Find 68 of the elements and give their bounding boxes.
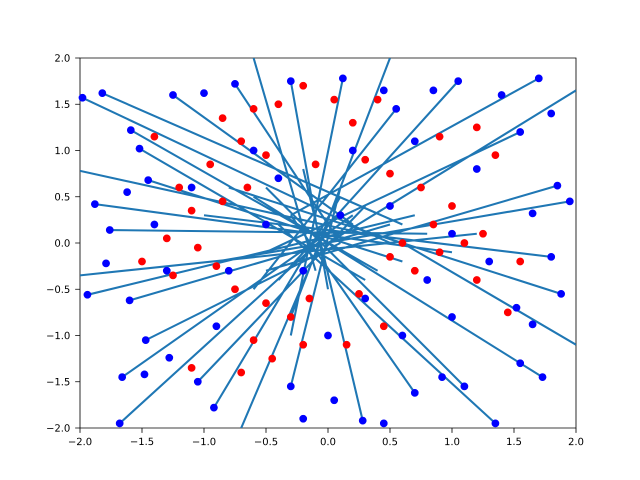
point	[188, 206, 196, 215]
point	[162, 234, 171, 242]
x-tick-label: −1.5	[130, 438, 154, 446]
point	[479, 230, 487, 238]
point	[374, 96, 382, 104]
point	[218, 197, 226, 206]
point	[312, 160, 320, 168]
point	[448, 202, 456, 210]
y-tick-label: −0.5	[47, 285, 70, 294]
y-tick-label: 1.0	[56, 146, 70, 154]
point	[306, 294, 314, 302]
point	[348, 118, 357, 127]
point	[386, 170, 394, 178]
point	[268, 354, 276, 363]
y-tick-label: 0.5	[55, 192, 70, 201]
point	[231, 285, 239, 294]
point	[492, 151, 500, 160]
x-tick-label: −0.5	[254, 438, 278, 446]
point	[430, 220, 438, 228]
y-tick-label: −2.0	[47, 424, 70, 432]
point	[188, 364, 196, 372]
point	[175, 184, 184, 192]
point	[218, 114, 226, 122]
point	[361, 156, 370, 164]
point	[262, 151, 270, 160]
point	[516, 258, 524, 266]
x-tick-label: 2.0	[568, 438, 584, 446]
point	[355, 290, 363, 298]
point	[237, 368, 246, 376]
point	[138, 258, 146, 266]
point	[460, 239, 468, 247]
point	[262, 299, 270, 307]
point	[330, 96, 338, 104]
point	[386, 252, 394, 261]
point	[274, 100, 282, 108]
y-tick-label: 1.5	[56, 100, 70, 108]
x-tick-label: −2.0	[68, 438, 92, 446]
y-tick-label: −1.5	[47, 378, 70, 386]
point	[472, 276, 481, 284]
x-tick-label: 1.5	[507, 438, 522, 446]
y-tick-label: 2.0	[55, 54, 70, 62]
point	[244, 184, 252, 192]
y-tick-label: 0.0	[55, 239, 70, 247]
point	[194, 244, 202, 252]
x-tick-label: −1.0	[192, 438, 216, 446]
point	[436, 248, 444, 256]
point	[380, 322, 388, 330]
y-tick-label: −1.0	[47, 332, 70, 340]
point	[169, 271, 177, 280]
point	[286, 313, 295, 321]
point	[237, 137, 246, 146]
point	[250, 336, 258, 344]
point	[342, 340, 350, 349]
point	[417, 184, 425, 192]
point	[250, 105, 258, 113]
point	[472, 124, 481, 132]
point	[299, 340, 308, 349]
point	[436, 132, 444, 141]
point	[299, 82, 308, 90]
point	[410, 266, 419, 275]
point	[212, 262, 220, 270]
point	[398, 239, 406, 247]
point	[504, 308, 512, 316]
x-tick-label: 0.0	[320, 438, 336, 446]
point	[206, 160, 214, 168]
x-tick-label: 1.0	[445, 438, 460, 446]
x-tick-label: 0.5	[382, 438, 398, 446]
point	[150, 132, 158, 141]
